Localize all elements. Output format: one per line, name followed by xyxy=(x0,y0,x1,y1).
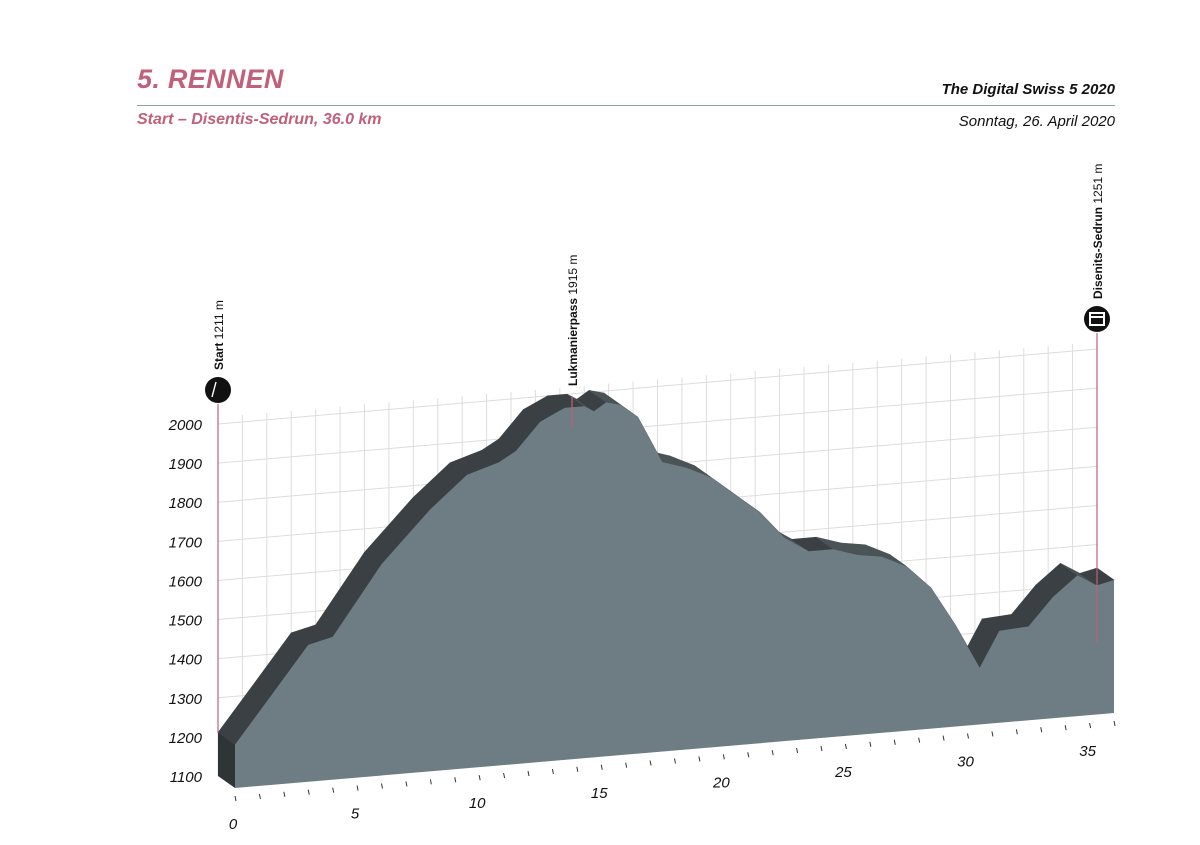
flag-pole-shape xyxy=(211,381,217,398)
y-tick-label: 1500 xyxy=(169,613,203,630)
x-tick-mark xyxy=(454,777,457,783)
checkered-flag-icon xyxy=(205,377,231,403)
header-divider xyxy=(137,105,1115,106)
x-tick-mark xyxy=(1040,727,1043,733)
profile-left-cap xyxy=(218,732,235,788)
x-tick-mark xyxy=(674,758,676,764)
x-tick-mark xyxy=(796,747,799,754)
marker-name: Start xyxy=(212,339,226,370)
x-tick-mark xyxy=(747,752,750,758)
profile-area xyxy=(217,390,1115,788)
x-tick-mark xyxy=(307,789,310,795)
x-tick-mark xyxy=(698,756,701,762)
x-tick-mark xyxy=(771,750,774,756)
x-tick-mark xyxy=(722,754,725,760)
x-tick-mark xyxy=(844,743,847,750)
grid-line-horizontal xyxy=(217,387,1098,464)
stage-subtitle: Start – Disentis-Sedrun, 36.0 km xyxy=(137,111,382,128)
x-tick-mark xyxy=(1064,725,1067,731)
x-tick-mark xyxy=(503,772,506,779)
x-tick-mark xyxy=(234,795,237,802)
marker-name: Disenits-Sedrun xyxy=(1091,204,1105,299)
x-tick-label: 15 xyxy=(591,785,608,802)
x-tick-mark xyxy=(332,787,335,793)
x-tick-mark xyxy=(405,781,408,787)
race-date: Sonntag, 26. April 2020 xyxy=(958,113,1115,130)
marker-elevation: 1211 m xyxy=(212,300,226,339)
y-tick-label: 1300 xyxy=(169,691,203,708)
y-tick-label: 2000 xyxy=(168,417,203,434)
x-tick-mark xyxy=(527,770,530,777)
x-tick-mark xyxy=(625,762,628,768)
race-title: 5. RENNEN xyxy=(137,64,284,94)
x-tick-mark xyxy=(1113,720,1116,727)
grid-line-horizontal xyxy=(217,348,1098,425)
x-tick-label: 5 xyxy=(351,806,360,823)
x-tick-mark xyxy=(649,760,652,766)
marker-label: Lukmanierpass 1915 m xyxy=(566,255,580,386)
x-tick-mark xyxy=(1089,722,1092,729)
x-tick-mark xyxy=(283,791,286,797)
flag-cloth-shape xyxy=(119,382,130,389)
x-tick-label: 35 xyxy=(1079,743,1096,760)
marker-name: Lukmanierpass xyxy=(566,295,580,386)
x-tick-mark xyxy=(381,783,383,789)
finish-arch-icon xyxy=(1084,306,1110,332)
x-tick-label: 20 xyxy=(712,774,730,791)
profile-front-face xyxy=(235,402,1114,788)
y-tick-label: 1900 xyxy=(169,456,203,473)
x-tick-mark xyxy=(258,793,261,800)
y-tick-label: 1400 xyxy=(169,652,203,669)
x-tick-mark xyxy=(551,768,554,775)
x-tick-mark xyxy=(918,737,921,743)
x-tick-mark xyxy=(893,739,896,745)
x-tick-mark xyxy=(600,764,603,770)
x-tick-mark xyxy=(429,779,432,785)
y-tick-label: 1700 xyxy=(169,534,203,551)
x-tick-mark xyxy=(967,733,969,739)
brand-label: The Digital Swiss 5 2020 xyxy=(941,81,1115,98)
x-tick-mark xyxy=(820,745,823,752)
x-tick-mark xyxy=(869,741,872,747)
x-tick-mark xyxy=(991,731,994,737)
x-tick-mark xyxy=(1015,729,1018,735)
x-tick-mark xyxy=(942,735,945,741)
y-tick-label: 1100 xyxy=(170,769,203,786)
y-tick-label: 1200 xyxy=(169,730,203,747)
x-tick-mark xyxy=(356,785,359,791)
marker-label: Start 1211 m xyxy=(212,300,226,370)
x-tick-label: 25 xyxy=(834,764,852,781)
y-tick-label: 1800 xyxy=(169,495,203,512)
marker-label: Disenits-Sedrun 1251 m xyxy=(1091,164,1105,299)
arch-frame-shape xyxy=(1089,312,1105,326)
chart-axes: 0 5 10 15 20 25 30 35 1100 1200 1300 1400 1500 1600 17… xyxy=(168,417,1116,833)
x-tick-label: 10 xyxy=(469,795,486,812)
marker-elevation: 1251 m xyxy=(1091,164,1105,204)
marker-elevation: 1915 m xyxy=(566,255,580,295)
x-tick-label: 0 xyxy=(229,816,238,833)
x-tick-mark xyxy=(478,775,481,781)
x-tick-label: 30 xyxy=(957,754,974,771)
y-tick-label: 1600 xyxy=(169,573,203,590)
profile-markers: Start 1211 m Lukmanierpass 1915 m Disenits… xyxy=(119,164,1110,733)
x-tick-mark xyxy=(576,766,579,772)
